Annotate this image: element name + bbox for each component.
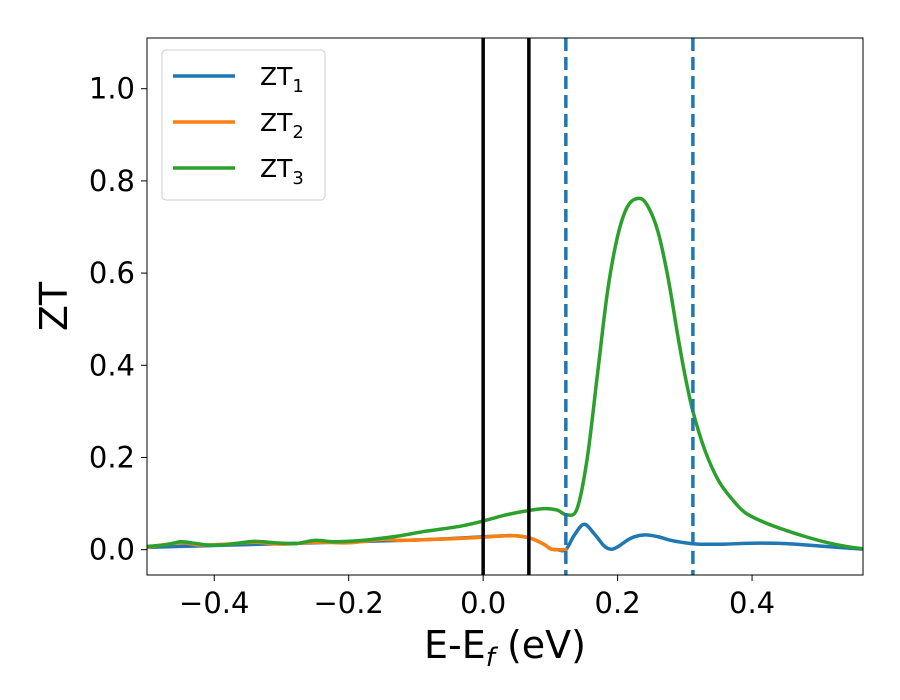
y-tick-label: 0.2 [89,440,135,474]
x-axis-label-main: E-E [424,623,486,667]
y-tick-label: 1.0 [89,72,135,106]
x-axis-label-unit: (eV) [495,623,586,667]
y-axis-label: ZT [32,281,76,331]
legend: ZT1 ZT2 ZT3 [161,49,326,201]
legend-label-zt3: ZT3 [260,154,304,189]
y-tick-label: 0.0 [89,533,135,567]
legend-frame [161,49,326,201]
x-axis-label: E-Ef (eV) [424,623,586,673]
x-tick-label: −0.4 [179,586,249,620]
y-tick-label: 0.4 [89,348,135,382]
x-tick-label: 0.0 [460,586,506,620]
y-tick-label: 0.8 [89,164,135,198]
legend-label-zt2: ZT2 [260,108,304,143]
series-layer [147,196,863,553]
legend-label-zt1: ZT1 [260,62,304,97]
x-tick-label: 0.2 [595,586,641,620]
x-tick-label: −0.2 [313,586,383,620]
axes-frame [146,37,864,576]
series-line-zt3 [147,196,863,551]
vline-layer [481,38,695,575]
x-tick-label: 0.4 [729,586,775,620]
tick-layer: −0.4 −0.2 0.0 0.2 0.4 0.0 0.2 0.4 0.6 0.8 1.0 [89,72,775,620]
y-tick-label: 0.6 [89,256,135,290]
